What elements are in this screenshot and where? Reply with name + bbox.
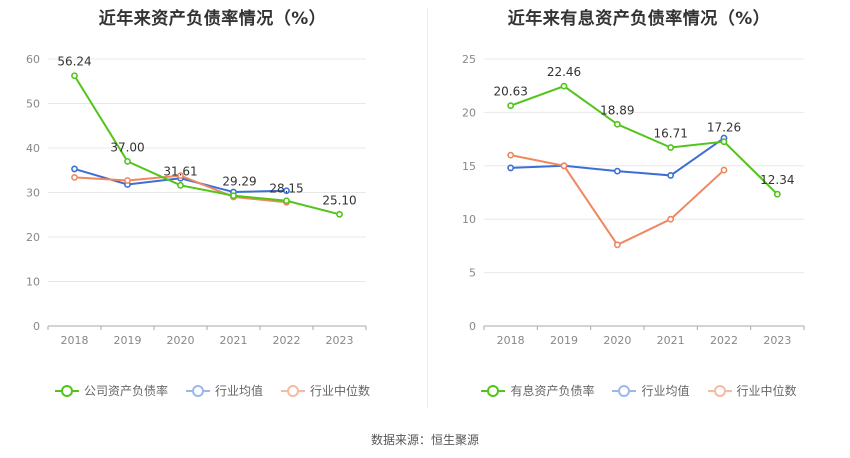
data-label: 28.15 [269, 182, 303, 196]
y-tick-label: 40 [26, 142, 40, 155]
legend-swatch-icon [612, 384, 637, 397]
y-tick-label: 0 [33, 320, 40, 333]
chart-title: 近年来资产负债率情况（%） [98, 9, 327, 29]
x-tick-label: 2023 [763, 334, 791, 347]
x-tick-label: 2019 [550, 334, 578, 347]
legend-swatch-icon [185, 384, 210, 397]
data-point[interactable] [507, 151, 515, 159]
chart-title: 近年来有息资产负债率情况（%） [507, 9, 771, 29]
data-point[interactable] [613, 120, 621, 128]
data-point[interactable] [720, 166, 728, 174]
x-tick-label: 2018 [61, 334, 89, 347]
legend-label: 有息资产负债率 [510, 384, 595, 398]
chart-legend: 公司资产负债率 行业均值 行业中位数 [0, 382, 425, 399]
x-tick-label: 2023 [326, 334, 354, 347]
data-point[interactable] [507, 164, 515, 172]
data-label: 29.29 [222, 175, 256, 189]
x-tick-label: 2018 [497, 334, 525, 347]
data-label: 31.61 [163, 164, 197, 178]
y-tick-label: 20 [462, 106, 476, 119]
data-label: 37.00 [110, 140, 144, 154]
x-tick-label: 2020 [603, 334, 631, 347]
data-point[interactable] [283, 187, 290, 195]
legend-item-industry-median[interactable]: 行业中位数 [707, 382, 797, 399]
y-tick-label: 5 [469, 267, 476, 280]
data-label: 25.10 [322, 193, 356, 207]
data-point[interactable] [124, 157, 131, 165]
data-point[interactable] [613, 167, 621, 175]
series-line [510, 85, 779, 195]
data-point[interactable] [230, 192, 237, 200]
series-line [73, 75, 340, 216]
y-tick-label: 50 [26, 98, 40, 111]
y-tick-label: 25 [462, 53, 476, 66]
legend-label: 行业中位数 [310, 384, 371, 398]
data-point[interactable] [71, 165, 78, 173]
legend-label: 行业均值 [641, 384, 690, 398]
data-point[interactable] [124, 177, 131, 184]
legend-item-interest-bearing[interactable]: 有息资产负债率 [481, 382, 594, 399]
data-point[interactable] [613, 241, 621, 249]
y-tick-label: 10 [462, 213, 476, 226]
legend-item-industry-mean[interactable]: 行业均值 [185, 382, 263, 399]
data-label: 12.34 [760, 173, 794, 187]
data-point[interactable] [667, 144, 675, 151]
y-tick-label: 60 [26, 53, 40, 66]
data-point[interactable] [773, 190, 781, 198]
data-point[interactable] [560, 162, 568, 170]
legend-swatch-icon [54, 384, 79, 397]
chart-legend: 有息资产负债率 行业均值 行业中位数 [428, 382, 850, 399]
chart-plot-area: 0 10 20 30 40 50 60 2018 2019 2020 2021 2022 2023 56.… [26, 53, 367, 347]
legend-swatch-icon [281, 384, 305, 397]
legend-item-industry-mean[interactable]: 行业均值 [612, 382, 690, 399]
data-label: 18.89 [600, 103, 634, 117]
y-tick-label: 0 [469, 320, 476, 333]
legend-label: 行业均值 [214, 384, 263, 398]
data-point[interactable] [177, 181, 184, 189]
data-point[interactable] [336, 210, 343, 218]
data-label: 17.26 [707, 121, 741, 135]
legend-item-industry-median[interactable]: 行业中位数 [281, 382, 370, 399]
x-tick-label: 2022 [273, 334, 301, 347]
data-label: 56.24 [57, 55, 91, 69]
y-tick-label: 10 [26, 276, 40, 289]
data-source-note: 数据来源：恒生聚源 [370, 433, 479, 447]
data-label: 20.63 [493, 85, 527, 99]
legend-label: 行业中位数 [736, 384, 797, 398]
data-point[interactable] [283, 197, 290, 205]
data-point[interactable] [507, 102, 515, 110]
data-point[interactable] [71, 72, 78, 80]
chart-plot-area: 0 5 10 15 20 25 2018 2019 2020 2021 2022 2023 20.63 2… [462, 53, 805, 347]
data-point[interactable] [71, 173, 78, 181]
x-tick-label: 2021 [220, 334, 248, 347]
data-label: 16.71 [653, 127, 687, 141]
legend-label: 公司资产负债率 [83, 384, 168, 398]
data-point[interactable] [177, 172, 184, 179]
x-tick-label: 2022 [710, 334, 738, 347]
x-tick-label: 2021 [657, 334, 685, 347]
x-tick-label: 2019 [114, 334, 142, 347]
panel-divider [427, 8, 428, 408]
x-tick-label: 2020 [167, 334, 195, 347]
legend-item-company[interactable]: 公司资产负债率 [54, 382, 168, 399]
data-label: 22.46 [547, 65, 581, 79]
data-point[interactable] [560, 82, 568, 90]
legend-swatch-icon [707, 384, 732, 397]
chart-left: 近年来资产负债率情况（%） 0 10 20 30 40 50 60 2018 2019 2020 2… [0, 0, 425, 410]
y-tick-label: 15 [462, 160, 476, 173]
legend-swatch-icon [481, 384, 506, 397]
data-point[interactable] [720, 138, 728, 146]
data-point[interactable] [667, 215, 675, 223]
data-point[interactable] [667, 172, 675, 179]
y-tick-label: 20 [26, 231, 40, 244]
chart-right: 近年来有息资产负债率情况（%） 0 5 10 15 20 25 2018 2019 2020 20… [428, 0, 850, 410]
y-tick-label: 30 [26, 187, 40, 200]
